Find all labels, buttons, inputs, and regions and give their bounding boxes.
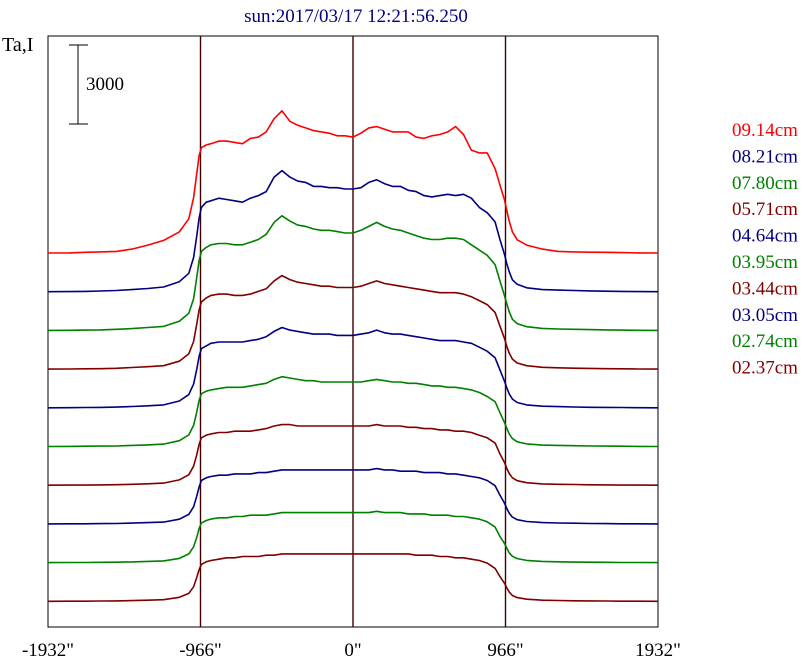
legend-entry-8: 02.74cm	[732, 331, 798, 352]
x-tick-label-2: 0"	[344, 640, 361, 661]
y-axis-label: Ta,I	[2, 34, 33, 56]
series-line-6	[47, 423, 659, 487]
legend-entry-0: 09.14cm	[732, 120, 798, 141]
x-tick-label-4: 1932"	[635, 640, 681, 661]
series-line-7	[47, 467, 659, 525]
legend-entry-1: 08.21cm	[732, 146, 798, 167]
scale-bar: 3000	[69, 44, 124, 125]
legend-entry-4: 04.64cm	[732, 226, 798, 247]
series-line-5	[47, 375, 659, 448]
series-line-8	[47, 510, 659, 564]
series-line-4	[47, 326, 659, 409]
series-line-0	[47, 110, 659, 254]
series-group	[47, 110, 659, 603]
chart-title: sun:2017/03/17 12:21:56.250	[244, 6, 468, 27]
x-tick-label-3: 966"	[487, 640, 523, 661]
series-line-2	[47, 215, 659, 332]
legend-entry-3: 05.71cm	[732, 199, 798, 220]
legend-entry-9: 02.37cm	[732, 358, 798, 379]
legend-entry-2: 07.80cm	[732, 173, 798, 194]
x-tick-labels: -1932" -966" 0" 966" 1932"	[22, 640, 681, 661]
vertical-reference-lines	[199, 36, 507, 627]
legend-entry-6: 03.44cm	[732, 278, 798, 299]
x-tick-label-1: -966"	[179, 640, 222, 661]
series-line-1	[47, 169, 659, 293]
legend-entry-5: 03.95cm	[732, 252, 798, 273]
x-tick-label-0: -1932"	[22, 640, 74, 661]
series-line-9	[47, 553, 659, 603]
scale-bar-label: 3000	[86, 74, 124, 95]
series-line-3	[47, 274, 659, 370]
legend: 09.14cm 08.21cm 07.80cm 05.71cm 04.64cm 03.95…	[732, 120, 798, 379]
legend-entry-7: 03.05cm	[732, 305, 798, 326]
